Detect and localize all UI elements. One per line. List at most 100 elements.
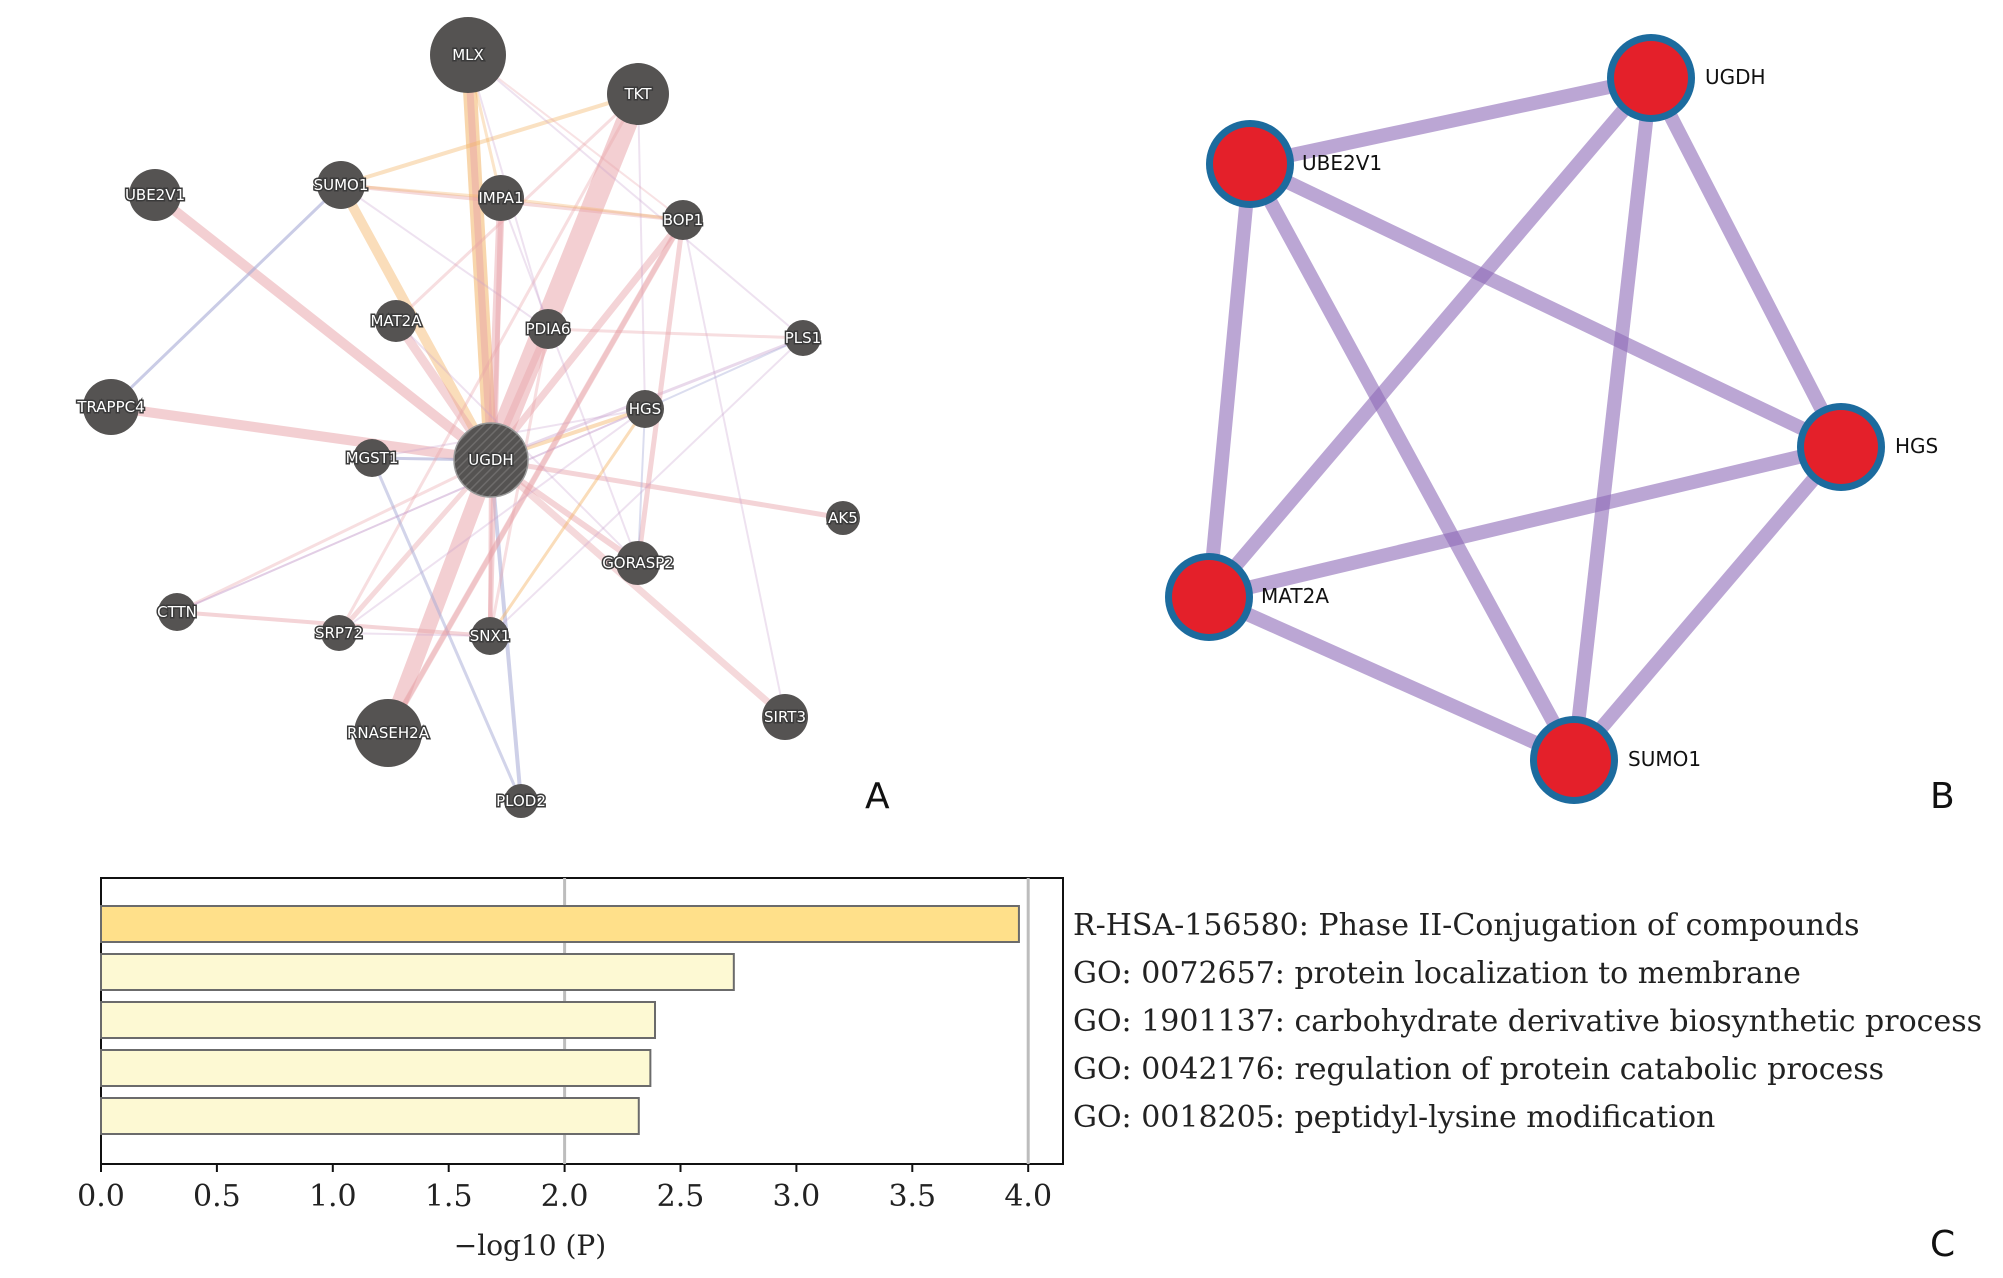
node-label: SUMO1	[1628, 747, 1701, 771]
edge-ugdh-bop1	[487, 216, 687, 464]
node-label: BOP1	[663, 211, 703, 229]
x-tick-label: 3.5	[888, 1179, 936, 1214]
x-tick-label: 2.0	[541, 1179, 589, 1214]
edge-ugdh-rnaseh2a	[380, 452, 499, 741]
node-circle	[83, 379, 139, 435]
term-label-1: R-HSA-156580: Phase II-Conjugation of co…	[1073, 908, 1859, 943]
bar-4[interactable]	[100, 1049, 652, 1087]
panel-a-edges	[106, 48, 846, 803]
edge-srp72-snx1	[338, 632, 491, 637]
panel-b-edges	[1202, 71, 1848, 767]
node-pls1[interactable]: PLS1	[783, 320, 823, 356]
node-circle	[430, 17, 506, 93]
node-gorasp2[interactable]: GORASP2	[601, 541, 675, 585]
panel-b-label: B	[1930, 776, 1955, 817]
edge-sumo1-impa1	[339, 183, 503, 200]
bar-2[interactable]	[100, 953, 735, 991]
node-label: TRAPPC4	[76, 398, 144, 416]
node-ube2v1[interactable]: UBE2V1	[123, 169, 187, 221]
edge-ugdh-tkt	[480, 83, 649, 471]
x-tick-label: 4.0	[1004, 1179, 1052, 1214]
node-plod2[interactable]: PLOD2	[495, 784, 547, 818]
bar-3[interactable]	[100, 1001, 657, 1039]
node-impa1[interactable]: IMPA1	[477, 175, 525, 221]
edge-impa1-gorasp2	[500, 197, 639, 564]
panel-c-bar-chart: 0.0 0.5 1.0 1.5 2.0 2.5 3.0 3.5 4.0 R-HSA-156580…	[77, 877, 1982, 1265]
node-cttn[interactable]: CTTN	[156, 593, 198, 631]
x-tick-label: 0.0	[77, 1179, 125, 1214]
node-label: HGS	[1895, 434, 1938, 458]
node-mat2a[interactable]: MAT2A	[1165, 553, 1329, 641]
node-label: SUMO1	[314, 176, 369, 194]
node-circle	[826, 501, 860, 535]
edge-ugdh-trappc4	[106, 402, 496, 465]
edge-bop1-sirt3	[682, 219, 786, 718]
node-mlx[interactable]: MLX	[430, 17, 506, 93]
node-circle	[528, 309, 568, 349]
edge-ube2v1-mat2a	[1202, 163, 1257, 598]
node-ugdh[interactable]: UGDH	[1607, 34, 1766, 122]
node-label: MAT2A	[370, 312, 422, 330]
edge-hgs-cttn	[176, 408, 646, 613]
bars	[100, 905, 1020, 1135]
node-label: PDIA6	[526, 320, 571, 338]
node-sirt3[interactable]: SIRT3	[762, 694, 808, 740]
node-sumo1[interactable]: SUMO1	[312, 161, 370, 209]
node-pdia6[interactable]: PDIA6	[524, 309, 572, 349]
node-hgs[interactable]: HGS	[626, 390, 664, 428]
node-circle	[663, 200, 703, 240]
edge-tkt-hgs	[637, 93, 646, 410]
edge-hgs-mat2a	[1207, 440, 1843, 604]
edge-ugdh-ube2v1	[1248, 71, 1653, 171]
node-label: IMPA1	[478, 189, 523, 207]
edge-ugdh-ak5	[488, 457, 846, 521]
x-tick-label: 0.5	[193, 1179, 241, 1214]
node-label: MGST1	[346, 449, 399, 467]
node-ak5[interactable]: AK5	[826, 501, 860, 535]
node-tkt[interactable]: TKT	[607, 63, 669, 125]
edge-ube2v1-hgs	[1246, 157, 1845, 454]
node-circle	[1804, 410, 1878, 484]
node-label: SRP72	[315, 624, 363, 642]
edge-sumo1-tkt	[339, 92, 640, 187]
bar-1[interactable]	[100, 905, 1020, 943]
node-circle	[353, 439, 391, 477]
edge-hgs-srp72	[338, 408, 646, 634]
node-ube2v1[interactable]: UBE2V1	[1206, 120, 1382, 208]
node-srp72[interactable]: SRP72	[313, 615, 365, 651]
node-ugdh[interactable]: UGDH	[453, 422, 529, 498]
node-circle	[471, 617, 509, 655]
node-sumo1[interactable]: SUMO1	[1530, 716, 1701, 804]
edge-ugdh-cttn	[175, 458, 493, 614]
node-bop1[interactable]: BOP1	[661, 200, 705, 240]
node-mgst1[interactable]: MGST1	[344, 439, 400, 477]
node-hgs[interactable]: HGS	[1797, 403, 1938, 491]
node-circle	[317, 161, 365, 209]
node-circle	[1614, 41, 1688, 115]
node-label: AK5	[828, 509, 858, 527]
bar-5[interactable]	[100, 1097, 640, 1135]
edge-ugdh-hgs	[1644, 74, 1848, 451]
node-label: UGDH	[468, 451, 513, 469]
term-label-3: GO: 1901137: carbohydrate derivative bio…	[1073, 1004, 1982, 1039]
node-circle	[158, 593, 196, 631]
edge-ugdh-mlx	[461, 48, 498, 467]
edge-hgs-snx1	[488, 407, 647, 638]
x-tick-label: 1.5	[425, 1179, 473, 1214]
panel-c-label: C	[1930, 1224, 1955, 1265]
term-label-2: GO: 0072657: protein localization to mem…	[1073, 956, 1801, 991]
node-snx1[interactable]: SNX1	[468, 617, 512, 655]
node-mat2a[interactable]: MAT2A	[369, 300, 424, 342]
node-rnaseh2a[interactable]: RNASEH2A	[346, 699, 431, 767]
edge-ugdh-mlx	[464, 51, 495, 464]
node-label: RNASEH2A	[347, 724, 430, 742]
edge-mgst1-plod2	[370, 456, 523, 803]
node-trappc4[interactable]: TRAPPC4	[75, 379, 146, 435]
x-tick-label: 3.0	[773, 1179, 821, 1214]
x-tick-label: 1.0	[309, 1179, 357, 1214]
node-circle	[375, 300, 417, 342]
edge-impa1-bop1	[499, 196, 685, 222]
edge-mlx-pls1	[467, 54, 804, 339]
panel-b-nodes: UGDH UBE2V1 HGS MAT2A SUMO1	[1165, 34, 1938, 804]
